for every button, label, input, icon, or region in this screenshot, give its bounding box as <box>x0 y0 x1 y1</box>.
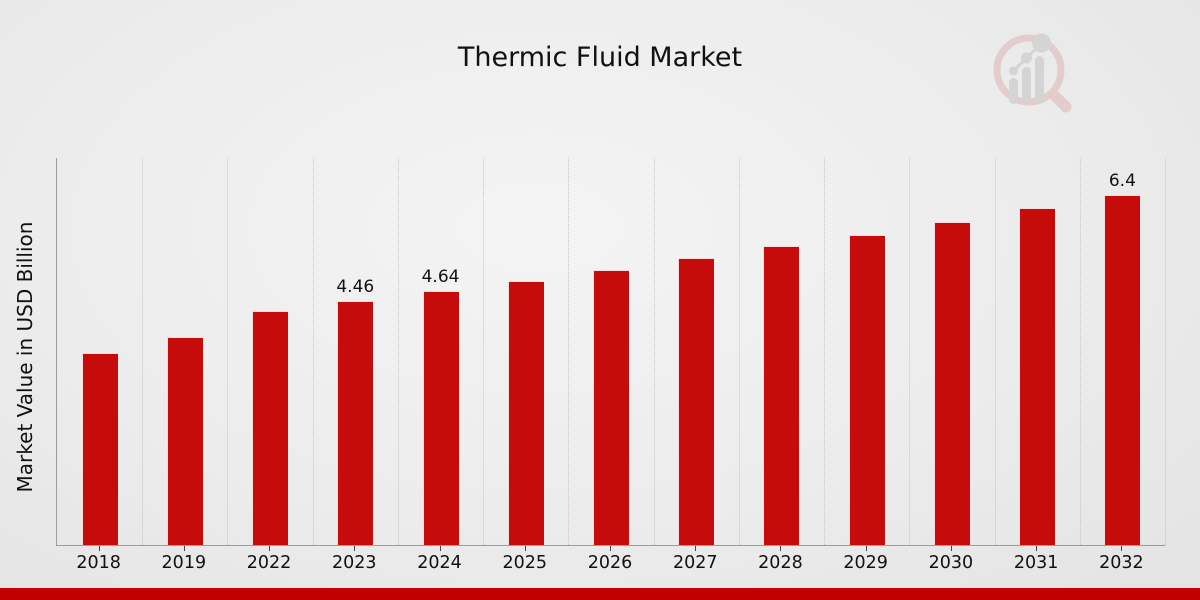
chart-title: Thermic Fluid Market <box>457 42 743 73</box>
x-tick <box>524 546 526 551</box>
magnifier-bar-chart-logo-icon <box>993 33 1072 113</box>
gridline <box>142 158 144 545</box>
bar-2023 <box>337 300 374 545</box>
gridline <box>568 158 570 545</box>
bar-2022 <box>252 310 289 545</box>
y-axis-label: Market Value in USD Billion <box>13 221 37 493</box>
gridline <box>653 158 655 545</box>
x-tick <box>610 546 611 551</box>
bar-2030 <box>933 221 970 545</box>
gridline <box>1079 158 1081 545</box>
x-tick-label-2026: 2026 <box>587 553 633 573</box>
x-tick <box>865 546 867 551</box>
bar-2024 <box>422 291 459 545</box>
gridline <box>909 158 911 545</box>
gridline <box>824 158 826 545</box>
gridline <box>994 158 996 545</box>
bar-2025 <box>507 280 544 545</box>
data-label-2024: 4.64 <box>421 267 460 288</box>
bar-2027 <box>678 257 715 545</box>
bar-2026 <box>593 269 629 545</box>
x-tick <box>950 546 952 551</box>
x-tick <box>183 546 185 551</box>
x-tick <box>354 546 356 551</box>
x-tick-label-2023: 2023 <box>332 553 377 573</box>
data-label-2023: 4.46 <box>336 276 375 297</box>
x-tick-label-2031: 2031 <box>1013 553 1059 573</box>
gridline <box>1165 158 1166 545</box>
gridline <box>738 158 740 545</box>
bar-2031 <box>1019 207 1056 545</box>
x-tick-label-2025: 2025 <box>502 553 548 573</box>
bar-2029 <box>848 234 885 545</box>
x-tick <box>439 546 441 551</box>
data-label-2032: 6.4 <box>1108 170 1136 191</box>
x-tick-label-2030: 2030 <box>928 553 974 573</box>
x-tick-label-2027: 2027 <box>672 553 718 573</box>
x-tick <box>98 546 100 551</box>
x-tick <box>1036 546 1038 551</box>
gridline <box>397 158 399 545</box>
x-tick-label-2018: 2018 <box>76 553 121 573</box>
bar-2018 <box>81 352 118 545</box>
plot-area: 4.46 4.64 6.4 <box>56 158 1166 546</box>
x-tick-label-2024: 2024 <box>417 553 462 573</box>
gridline <box>227 158 229 545</box>
x-tick <box>780 546 782 551</box>
gridline <box>483 158 485 545</box>
gridline <box>312 158 314 545</box>
x-tick <box>1121 546 1123 551</box>
x-tick-label-2029: 2029 <box>843 553 888 573</box>
x-tick-label-2032: 2032 <box>1099 553 1144 573</box>
x-tick-label-2022: 2022 <box>246 553 292 573</box>
bar-2019 <box>166 337 203 545</box>
x-tick <box>695 546 697 551</box>
bar-2028 <box>763 246 800 545</box>
x-tick-label-2019: 2019 <box>161 553 207 573</box>
x-tick-label-2028: 2028 <box>758 553 803 573</box>
footer-accent-strip <box>0 588 1200 600</box>
bar-2032 <box>1104 194 1141 545</box>
x-tick <box>269 546 271 551</box>
